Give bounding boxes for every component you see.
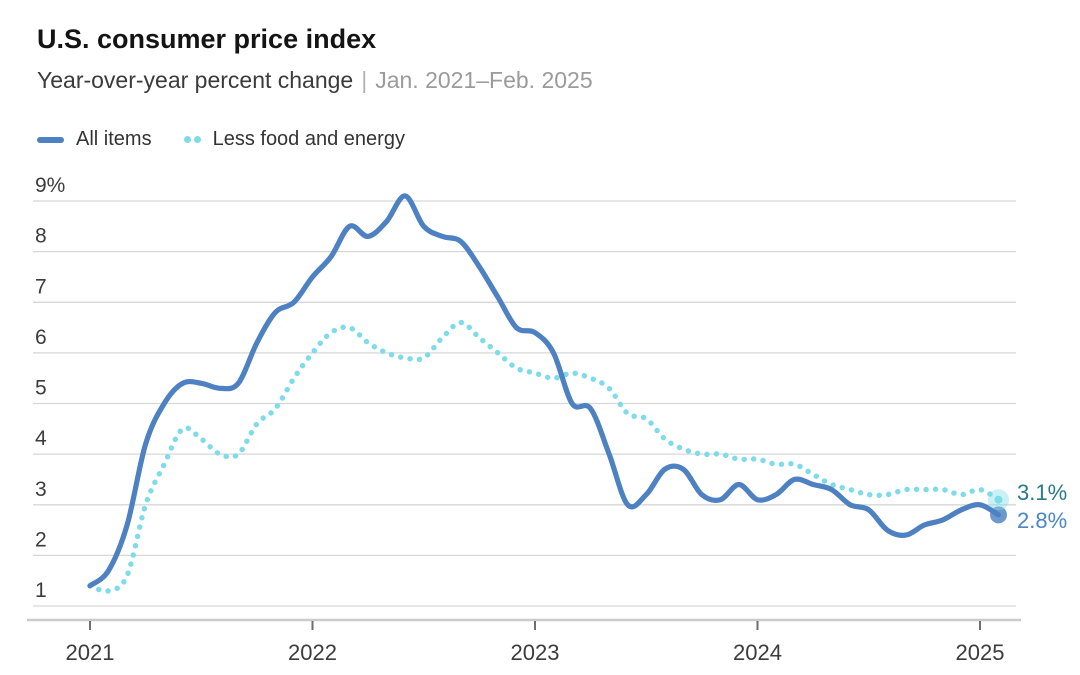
y-tick-label: 6 [35,326,47,349]
legend-label-less-food-and-energy: Less food and energy [212,128,405,150]
chart-legend: All items Less food and energy [37,128,405,151]
y-tick-label: 7 [35,275,47,298]
end-dot-all-items [990,506,1007,524]
subtitle-date-range: Jan. 2021–Feb. 2025 [375,67,593,93]
subtitle-main: Year-over-year percent change [37,67,354,93]
end-label-all-items: 2.8% [1017,508,1067,533]
series-line-less-food-and-energy [87,319,1002,594]
subtitle: Year-over-year percent change | Jan. 2021–… [37,67,593,94]
y-tick-label: 2 [35,528,47,551]
end-dot-center-less-food-and-energy [994,495,1003,504]
subtitle-separator: | [361,67,368,93]
y-tick-label: 8 [35,225,47,248]
page-title: U.S. consumer price index [37,24,377,54]
x-tick-label: 2024 [733,640,782,665]
y-tick-label: 3 [35,478,47,501]
y-tick-label: 9% [35,174,65,197]
y-tick-label: 5 [35,377,47,400]
chart-header: U.S. consumer price index Year-over-year… [37,24,593,94]
end-label-less-food-and-energy: 3.1% [1017,480,1067,505]
y-tick-label: 4 [35,427,47,450]
legend-item-all-items: All items [37,128,152,151]
y-tick-label: 1 [35,579,47,602]
x-tick-label: 2021 [66,640,115,665]
x-tick-label: 2023 [511,640,560,665]
x-tick-label: 2022 [288,640,337,665]
less-food-and-energy-dots-swatch [183,136,201,143]
series-line-all-items [87,193,1002,589]
legend-label-all-items: All items [76,128,152,150]
legend-item-less-food-and-energy: Less food and energy [183,128,405,151]
all-items-line-swatch [37,136,64,143]
x-tick-label: 2025 [956,640,1005,665]
